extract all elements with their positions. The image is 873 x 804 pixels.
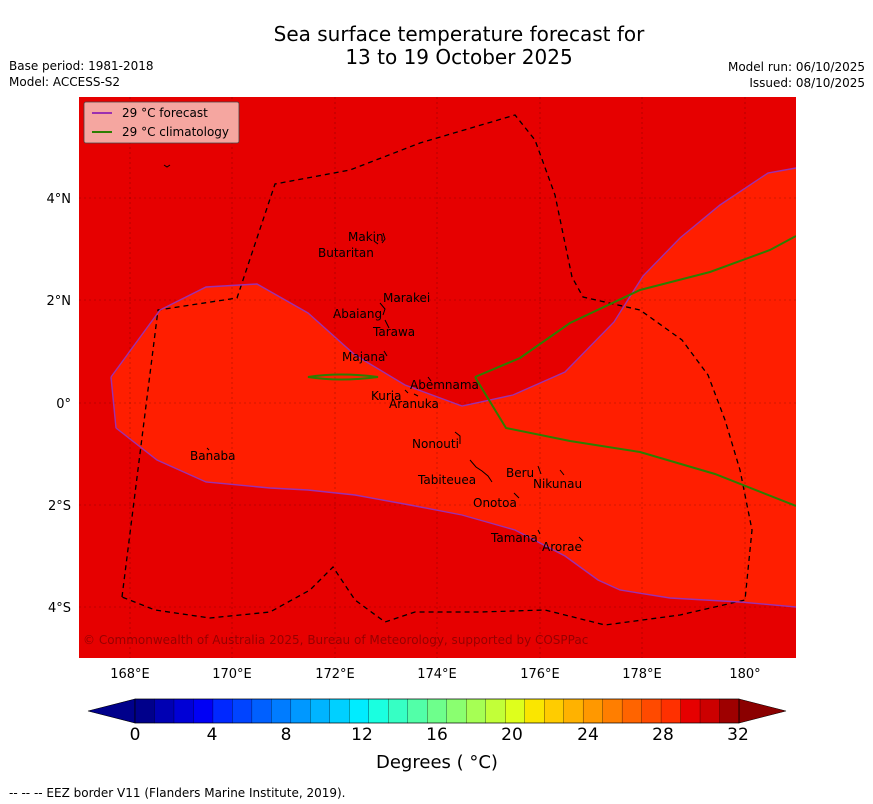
eez-footnote: -- -- -- EEZ border V11 (Flanders Marine… [9, 786, 346, 800]
colorbar-cell [446, 698, 467, 724]
x-tick-178e: 178°E [622, 667, 662, 682]
x-tick-170e: 170°E [212, 667, 252, 682]
x-tick-176e: 176°E [520, 667, 560, 682]
colorbar-cell [427, 698, 448, 724]
colorbar-tick-0: 0 [129, 725, 141, 745]
x-axis: 168°E 170°E 172°E 174°E 176°E 178°E 180° [110, 667, 760, 682]
y-tick-4n: 4°N [47, 192, 72, 207]
island-marks [163, 164, 584, 542]
colorbar-tick-24: 24 [577, 725, 599, 745]
island-labels: Makin Butaritan Marakei Abaiang Tarawa M… [190, 230, 582, 554]
colorbar-cell [524, 698, 545, 724]
island-label-aranuka: Aranuka [389, 397, 439, 411]
x-tick-180: 180° [729, 667, 760, 682]
colorbar-cell [368, 698, 389, 724]
copyright-notice: © Commonwealth of Australia 2025, Bureau… [83, 633, 588, 647]
colorbar-under-arrow [87, 698, 136, 724]
cooler-region-fill [111, 168, 796, 607]
colorbar-cell [544, 698, 565, 724]
y-tick-0: 0° [56, 397, 71, 412]
colorbar-units: Degrees ( °C) [376, 752, 498, 773]
grid-lines [79, 97, 796, 658]
colorbar-cell [602, 698, 623, 724]
island-label-tamana: Tamana [490, 531, 538, 545]
colorbar-cell [251, 698, 272, 724]
colorbar-cell [466, 698, 487, 724]
colorbar-tick-32: 32 [727, 725, 749, 745]
issued-date: Issued: 08/10/2025 [749, 76, 865, 90]
model-name: Model: ACCESS-S2 [9, 75, 121, 89]
colorbar-cell [232, 698, 253, 724]
island-label-makin: Makin [348, 230, 384, 244]
island-label-nonouti: Nonouti [412, 437, 459, 451]
colorbar-cell [193, 698, 214, 724]
colorbar-cell [660, 698, 681, 724]
colorbar-cell [310, 698, 331, 724]
colorbar-over-arrow [738, 698, 787, 724]
forecast-29c-contour [110, 167, 796, 608]
island-label-marakei: Marakei [383, 291, 430, 305]
y-tick-2s: 2°S [48, 499, 71, 514]
map-legend: 29 °C forecast 29 °C climatology [83, 101, 240, 144]
island-label-abemnama: Abemnama [410, 378, 479, 392]
colorbar [87, 698, 787, 724]
title-line-1: Sea surface temperature forecast for [273, 22, 645, 46]
base-period: Base period: 1981-2018 [9, 59, 154, 73]
colorbar-cell [680, 698, 701, 724]
x-tick-168e: 168°E [110, 667, 150, 682]
island-label-majana: Majana [342, 350, 385, 364]
colorbar-cell [134, 698, 155, 724]
colorbar-cell [290, 698, 311, 724]
colorbar-cell [407, 698, 428, 724]
colorbar-cell [329, 698, 350, 724]
island-label-kuria: Kuria [371, 389, 402, 403]
legend-forecast-label: 29 °C forecast [122, 106, 208, 120]
island-label-tarawa: Tarawa [372, 325, 415, 339]
y-axis: 4°N 2°N 0° 2°S 4°S [47, 192, 72, 616]
colorbar-tick-8: 8 [280, 725, 292, 745]
eez-border [121, 114, 753, 626]
colorbar-cell [173, 698, 194, 724]
island-label-beru: Beru [506, 466, 534, 480]
island-label-abaiang: Abaiang [333, 307, 382, 321]
colorbar-cell [212, 698, 233, 724]
island-label-arorae: Arorae [542, 540, 582, 554]
title-line-2: 13 to 19 October 2025 [345, 45, 573, 69]
colorbar-cell [271, 698, 292, 724]
colorbar-cell [154, 698, 175, 724]
colorbar-tick-20: 20 [501, 725, 523, 745]
x-tick-174e: 174°E [417, 667, 457, 682]
colorbar-cell [485, 698, 506, 724]
colorbar-cell [719, 698, 740, 724]
island-label-butaritan: Butaritan [318, 246, 374, 260]
island-label-onotoa: Onotoa [473, 496, 517, 510]
colorbar-tick-4: 4 [206, 725, 218, 745]
colorbar-tick-16: 16 [426, 725, 448, 745]
x-tick-172e: 172°E [315, 667, 355, 682]
climatology-29c-contour [307, 235, 796, 507]
island-label-banaba: Banaba [190, 449, 236, 463]
y-tick-4s: 4°S [48, 601, 71, 616]
colorbar-cell [349, 698, 370, 724]
colorbar-cell [641, 698, 662, 724]
colorbar-cell [505, 698, 526, 724]
legend-climatology-label: 29 °C climatology [122, 125, 229, 139]
colorbar-cell [582, 698, 604, 724]
colorbar-cell [621, 698, 643, 724]
colorbar-cell [563, 698, 584, 724]
model-run: Model run: 06/10/2025 [727, 60, 865, 74]
colorbar-cell [699, 698, 720, 724]
colorbar-tick-12: 12 [351, 725, 373, 745]
colorbar-tick-28: 28 [652, 725, 674, 745]
island-label-tabiteuea: Tabiteuea [417, 473, 476, 487]
island-label-nikunau: Nikunau [533, 477, 582, 491]
colorbar-cell [388, 698, 409, 724]
y-tick-2n: 2°N [47, 294, 72, 309]
